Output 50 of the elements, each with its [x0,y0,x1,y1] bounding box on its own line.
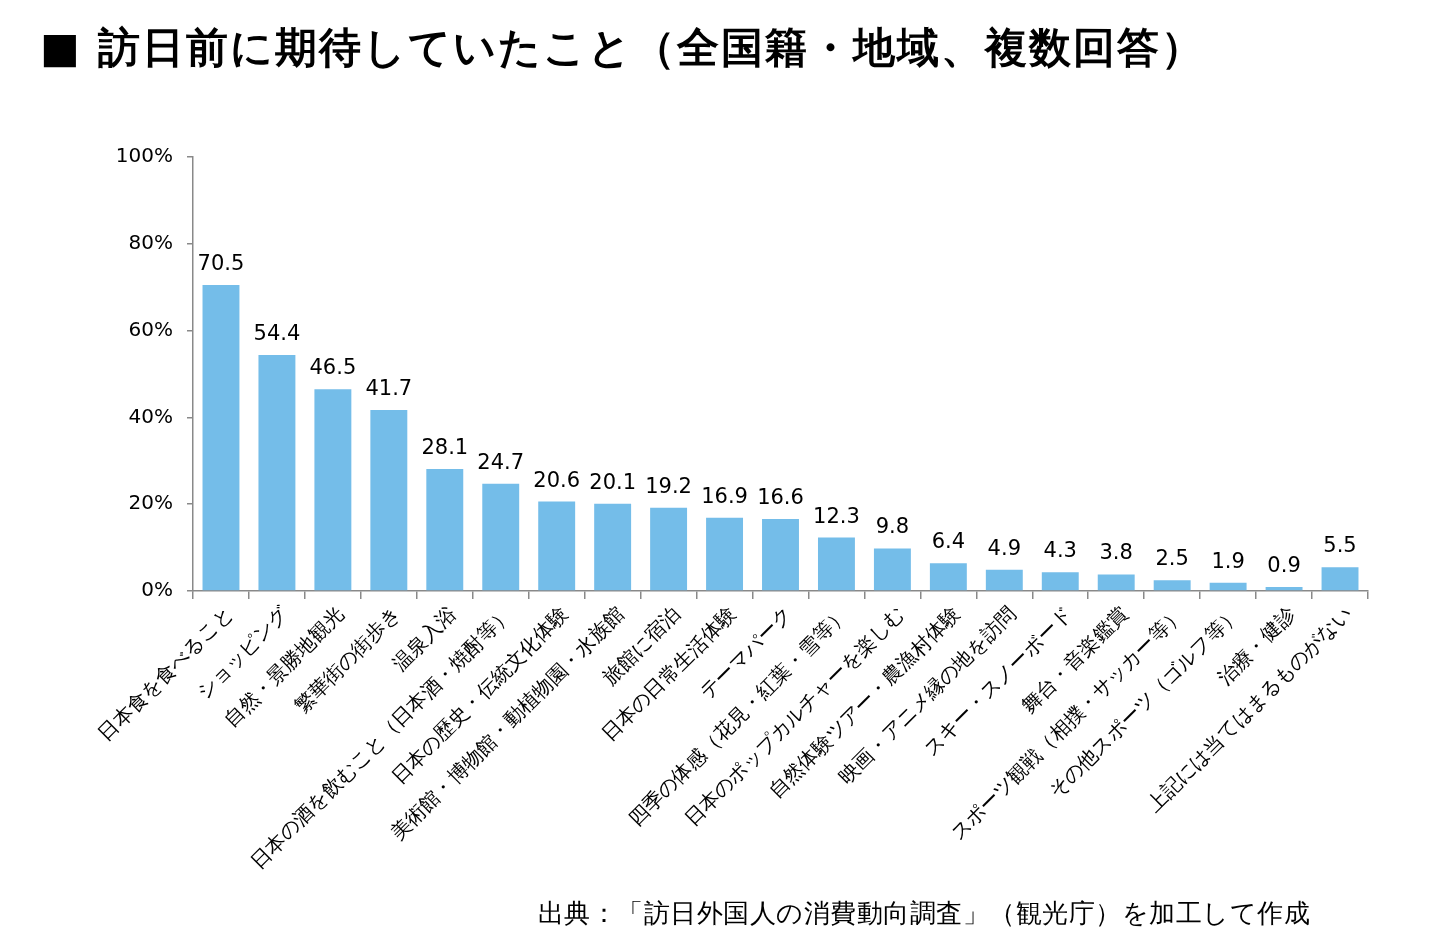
y-tick-label: 60% [128,316,173,341]
chart-title: ■ 訪日前に期待していたこと（全国籍・地域、複数回答） [40,22,1206,74]
y-tick-label: 40% [128,403,173,428]
data-label: 4.3 [1043,538,1077,563]
source-note: 出典：「訪日外国人の消費動向調査」（観光庁）を加工して作成 [537,897,1310,930]
bar [929,563,967,591]
bar [370,410,408,591]
y-tick-label: 20% [128,490,173,515]
data-label: 20.6 [533,467,581,492]
data-label: 19.2 [645,473,692,498]
bar [817,537,855,591]
data-label: 12.3 [813,503,860,528]
data-label: 0.9 [1267,553,1301,578]
bar [426,469,464,591]
bar [594,503,632,591]
data-label: 54.4 [253,320,301,345]
data-label: 5.5 [1323,533,1357,558]
data-label: 16.6 [757,484,804,509]
bar [482,483,520,591]
data-label: 20.1 [589,469,637,494]
bar [1097,574,1135,591]
bar [1321,567,1359,591]
data-label: 16.9 [701,483,748,508]
bar [985,569,1023,591]
data-label: 6.4 [931,529,966,554]
bar [314,389,352,591]
bar [202,285,240,591]
bar [873,548,911,591]
bar [1209,582,1247,591]
bar [762,518,799,591]
y-tick-label: 0% [141,577,173,602]
data-label: 41.7 [365,375,413,400]
bar [1265,587,1303,591]
y-tick-label: 80% [128,230,173,254]
bar [1041,572,1079,591]
data-label: 70.5 [197,250,245,275]
bar [538,501,576,591]
data-label: 24.7 [477,449,525,474]
y-tick-label: 100% [115,143,173,168]
data-label: 4.9 [987,535,1022,560]
data-label: 9.8 [875,514,910,539]
data-label: 28.1 [421,435,469,459]
bar [258,354,296,591]
bar [706,517,744,591]
data-label: 1.9 [1211,548,1245,573]
data-label: 2.5 [1155,546,1189,571]
data-label: 3.8 [1099,540,1133,565]
bar [650,507,688,591]
bar [1153,580,1191,591]
data-label: 46.5 [309,355,357,380]
